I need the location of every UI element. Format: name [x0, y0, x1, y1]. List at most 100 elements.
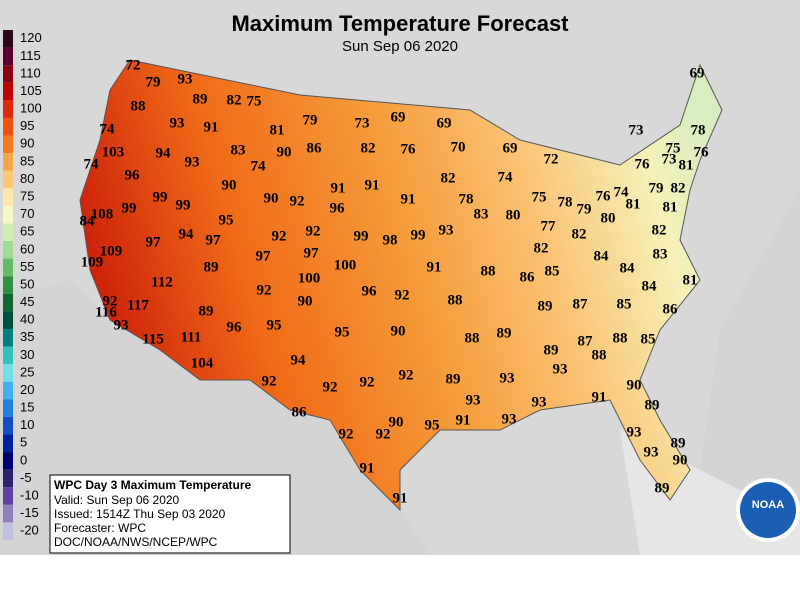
temperature-label: 104: [191, 355, 214, 371]
legend-label: 80: [20, 171, 34, 186]
temperature-label: 91: [331, 180, 346, 196]
temperature-label: 88: [592, 347, 607, 363]
temperature-label: 116: [95, 304, 117, 320]
legend-swatch: [3, 469, 13, 488]
temperature-label: 74: [84, 156, 100, 172]
us-temperature-field: [79, 59, 723, 512]
temperature-label: 100: [334, 257, 357, 273]
temperature-label: 96: [362, 283, 378, 299]
temperature-label: 111: [181, 329, 202, 345]
legend-label: -5: [20, 470, 32, 485]
temperature-label: 76: [596, 188, 612, 204]
temperature-label: 74: [614, 184, 630, 200]
temperature-label: 93: [170, 115, 185, 131]
temperature-label: 95: [335, 324, 350, 340]
legend-swatch: [3, 328, 13, 347]
temperature-label: 81: [663, 199, 678, 215]
legend-label: -10: [20, 487, 39, 502]
temperature-label: 87: [573, 296, 589, 312]
temperature-label: 85: [617, 296, 632, 312]
legend-label: 65: [20, 224, 34, 239]
temperature-label: 103: [102, 144, 125, 160]
temperature-label: 85: [641, 331, 656, 347]
temperature-label: 92: [339, 426, 354, 442]
temperature-label: 90: [222, 177, 237, 193]
temperature-label: 86: [663, 301, 679, 317]
legend-label: 60: [20, 241, 34, 256]
legend-swatch: [3, 135, 13, 154]
legend-label: -20: [20, 523, 39, 538]
legend-swatch: [3, 258, 13, 277]
legend-swatch: [3, 346, 13, 365]
legend-label: 25: [20, 364, 34, 379]
temperature-label: 112: [151, 274, 173, 290]
temperature-label: 80: [601, 210, 616, 226]
temperature-label: 89: [671, 435, 686, 451]
temperature-label: 93: [466, 392, 481, 408]
temperature-label: 84: [620, 260, 636, 276]
legend-swatch: [3, 364, 13, 382]
temperature-label: 83: [231, 142, 246, 158]
temperature-label: 82: [671, 180, 686, 196]
temperature-label: 90: [673, 452, 688, 468]
legend-label: 0: [20, 452, 27, 467]
temperature-label: 95: [267, 317, 282, 333]
temperature-label: 99: [122, 200, 137, 216]
temperature-label: 75: [247, 93, 262, 109]
legend-swatch: [3, 82, 13, 101]
temperature-label: 87: [578, 333, 594, 349]
temperature-label: 88: [481, 263, 496, 279]
legend-label: 115: [20, 48, 41, 63]
legend-swatch: [3, 504, 13, 523]
temperature-label: 92: [103, 293, 118, 309]
temperature-label: 93: [532, 394, 547, 410]
temperature-label: 92: [306, 223, 321, 239]
temperature-label: 69: [391, 109, 406, 125]
temperature-label: 95: [425, 417, 440, 433]
legend-swatch: [3, 65, 13, 83]
temperature-label: 92: [399, 367, 414, 383]
temperature-label: 109: [100, 243, 123, 259]
temperature-label: 93: [114, 317, 129, 333]
legend-label: 40: [20, 312, 34, 327]
legend-swatch: [3, 170, 13, 189]
temperature-label: 93: [439, 222, 454, 238]
info-line: DOC/NOAA/NWS/NCEP/WPC: [54, 535, 218, 549]
temperature-label: 99: [354, 228, 369, 244]
temperature-label: 90: [389, 414, 404, 430]
temperature-label: 93: [502, 411, 517, 427]
legend-label: 70: [20, 206, 34, 221]
temperature-label: 117: [127, 297, 149, 313]
temperature-label: 92: [323, 379, 338, 395]
temperature-label: 69: [690, 65, 705, 81]
temperature-label: 93: [500, 370, 515, 386]
temperature-label: 84: [80, 213, 96, 229]
temperature-label: 79: [146, 74, 161, 90]
legend-label: 100: [20, 101, 42, 116]
temperature-label: 72: [544, 151, 559, 167]
temperature-label: 89: [497, 325, 512, 341]
temperature-label: 70: [451, 139, 466, 155]
legend-swatch: [3, 30, 13, 48]
temperature-label: 99: [176, 197, 191, 213]
legend-label: -15: [20, 505, 39, 520]
temperature-labels: 72 79 93 88 89 82 75 74 93 91 81 79 73 69 69 103 94 93 83 9…: [80, 57, 710, 506]
legend-swatch: [3, 276, 13, 294]
temperature-label: 73: [662, 151, 677, 167]
legend-label: 90: [20, 136, 34, 151]
legend-label: 50: [20, 276, 34, 291]
temperature-label: 94: [291, 352, 307, 368]
temperature-label: 96: [227, 319, 243, 335]
legend-swatch: [3, 47, 13, 66]
temperature-label: 89: [446, 371, 461, 387]
info-title: WPC Day 3 Maximum Temperature: [54, 478, 251, 492]
temperature-label: 97: [256, 248, 272, 264]
temperature-label: 90: [277, 144, 292, 160]
info-line: Forecaster: WPC: [54, 521, 146, 535]
legend-swatch: [3, 223, 13, 242]
temperature-label: 85: [545, 263, 560, 279]
temperature-label: 82: [534, 240, 549, 256]
temperature-label: 108: [91, 206, 114, 222]
legend-label: 20: [20, 382, 34, 397]
